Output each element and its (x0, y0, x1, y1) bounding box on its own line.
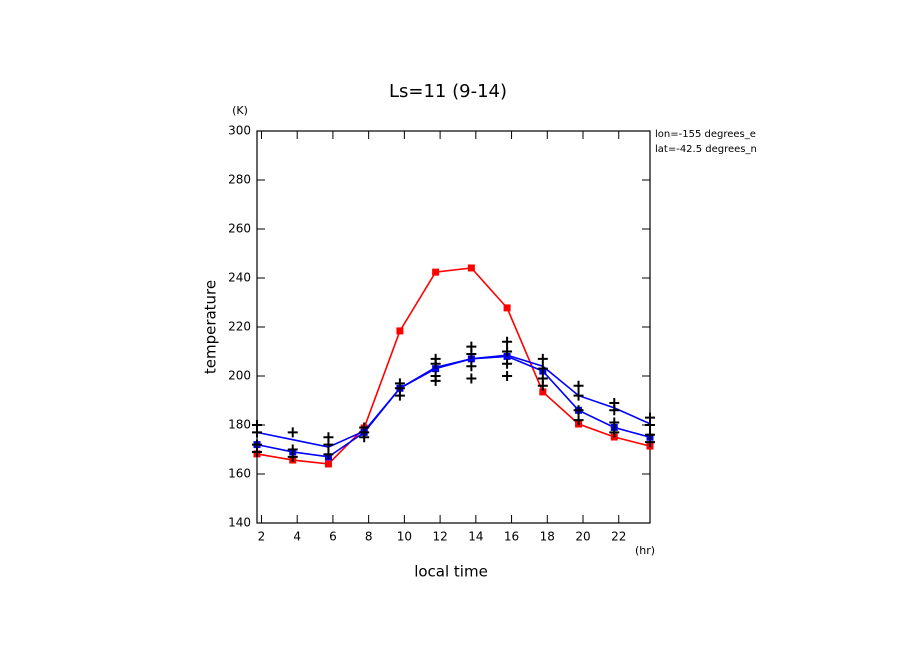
y-tick-label: 280 (228, 173, 251, 187)
point (323, 449, 334, 460)
chart-title: Ls=11 (9-14) (389, 81, 507, 102)
x-tick-label: 8 (365, 530, 373, 544)
x-tick-label: 12 (432, 530, 447, 544)
y-tick-label: 260 (228, 222, 251, 236)
point (252, 427, 262, 438)
series-line (256, 354, 651, 448)
point (645, 437, 655, 448)
x-tick-label: 10 (397, 530, 412, 544)
point (287, 427, 298, 438)
y-tick-label: 160 (228, 467, 251, 481)
y-tick-label: 300 (228, 124, 251, 138)
point (432, 268, 440, 276)
point (252, 446, 262, 457)
point (430, 358, 441, 369)
y-tick-label: 140 (228, 516, 251, 530)
point (539, 388, 547, 396)
point (323, 439, 334, 450)
point (502, 336, 513, 347)
series-line (256, 355, 651, 458)
point (466, 348, 477, 359)
point (324, 460, 332, 468)
point (502, 358, 513, 369)
point (573, 380, 584, 391)
point (537, 353, 548, 364)
point (466, 361, 477, 372)
x-tick-label: 6 (329, 530, 337, 544)
point (573, 390, 584, 401)
point (466, 373, 477, 384)
x-unit: (hr) (635, 544, 655, 557)
y-axis-label: temperature (202, 280, 220, 374)
point (396, 327, 404, 335)
x-tick-label: 16 (504, 530, 519, 544)
point (502, 371, 513, 381)
annotation: lon=-155 degrees_e (655, 129, 756, 140)
x-tick-label: 2 (258, 530, 266, 544)
annotation: lat=-42.5 degrees_n (655, 144, 757, 155)
point (609, 405, 620, 416)
point (645, 420, 655, 430)
series-line (256, 267, 651, 465)
point (394, 390, 405, 401)
x-tick-label: 20 (575, 530, 590, 544)
point (287, 451, 298, 462)
y-unit: (K) (232, 104, 248, 117)
point (359, 432, 370, 443)
point (502, 346, 513, 357)
point (503, 304, 511, 312)
plot-frame (256, 130, 651, 524)
x-tick-label: 14 (468, 530, 483, 544)
point (609, 427, 620, 438)
point (537, 363, 548, 374)
point (573, 415, 584, 426)
y-tick-label: 240 (228, 271, 251, 285)
point (609, 417, 620, 428)
x-tick-label: 18 (540, 530, 555, 544)
x-axis-label: local time (414, 563, 488, 581)
point (467, 264, 475, 272)
y-tick-label: 180 (228, 418, 251, 432)
x-tick-label: 22 (611, 530, 626, 544)
y-tick-label: 200 (228, 369, 251, 383)
point (430, 375, 441, 386)
x-tick-label: 4 (293, 530, 301, 544)
point (537, 380, 548, 391)
y-tick-label: 220 (228, 320, 251, 334)
point (573, 405, 584, 416)
